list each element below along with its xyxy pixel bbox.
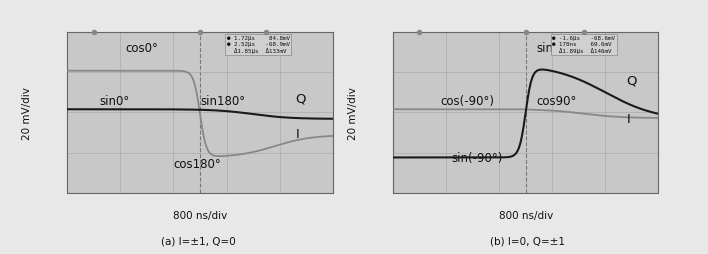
Text: cos(-90°): cos(-90°) xyxy=(440,95,495,108)
Text: cos180°: cos180° xyxy=(173,157,221,170)
Text: I: I xyxy=(296,127,299,140)
Text: 800 ns/div: 800 ns/div xyxy=(498,211,553,220)
Text: (b) I=0, Q=±1: (b) I=0, Q=±1 xyxy=(490,236,565,246)
Text: sin90°: sin90° xyxy=(537,42,574,55)
Text: Q: Q xyxy=(296,92,306,105)
Text: sin180°: sin180° xyxy=(200,95,245,108)
Text: 20 mV/div: 20 mV/div xyxy=(23,87,33,139)
Text: 20 mV/div: 20 mV/div xyxy=(348,87,358,139)
Text: Q: Q xyxy=(627,74,637,87)
Text: ● 1.72μs    84.8mV
● 2.52μs   -68.9mV
  Δ1.85μs  Δ133mV: ● 1.72μs 84.8mV ● 2.52μs -68.9mV Δ1.85μs… xyxy=(227,36,290,54)
Text: ● -1.6μs   -68.6mV
● 178ns    69.6mV
  Δ1.89μs  Δ146mV: ● -1.6μs -68.6mV ● 178ns 69.6mV Δ1.89μs … xyxy=(552,36,615,54)
Text: I: I xyxy=(627,113,630,126)
Text: cos90°: cos90° xyxy=(537,95,577,108)
Text: cos0°: cos0° xyxy=(126,42,159,55)
Text: 800 ns/div: 800 ns/div xyxy=(173,211,227,220)
Text: (a) I=±1, Q=0: (a) I=±1, Q=0 xyxy=(161,236,236,246)
Text: sin0°: sin0° xyxy=(99,95,130,108)
Text: sin(-90°): sin(-90°) xyxy=(452,151,503,164)
